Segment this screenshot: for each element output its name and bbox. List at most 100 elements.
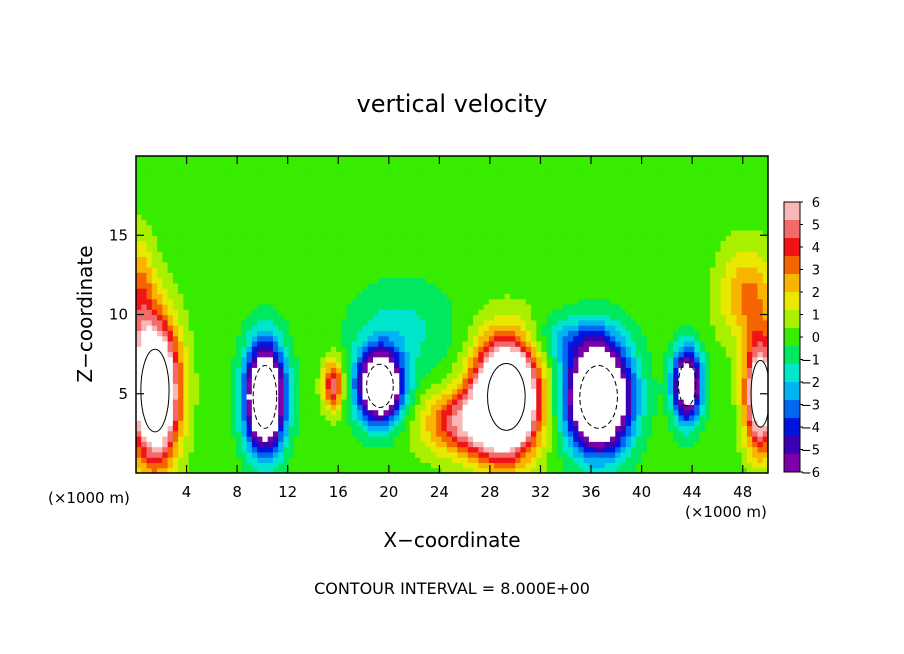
field-cell xyxy=(330,203,337,210)
field-cell xyxy=(167,325,174,331)
field-cell xyxy=(183,288,190,294)
field-cell xyxy=(320,446,327,453)
field-cell xyxy=(294,261,300,268)
field-cell xyxy=(373,229,379,236)
field-cell xyxy=(183,298,190,305)
field-cell xyxy=(567,309,574,316)
field-cell xyxy=(436,425,443,432)
field-cell xyxy=(520,462,527,469)
field-cell xyxy=(162,208,169,215)
field-cell xyxy=(172,441,179,448)
field-cell xyxy=(483,330,490,337)
field-cell xyxy=(546,229,553,236)
field-cell xyxy=(373,340,379,347)
field-cell xyxy=(557,161,564,168)
field-cell xyxy=(446,309,453,316)
field-cell xyxy=(415,414,421,421)
field-cell xyxy=(394,314,400,321)
field-cell xyxy=(546,404,553,411)
field-cell xyxy=(341,161,348,168)
field-cell xyxy=(236,219,242,226)
field-cell xyxy=(409,446,416,453)
field-cell xyxy=(388,388,395,395)
field-cell xyxy=(367,356,374,363)
field-cell xyxy=(494,266,500,273)
field-cell xyxy=(383,288,390,294)
field-cell xyxy=(246,182,253,189)
field-cell xyxy=(241,420,248,427)
field-cell xyxy=(531,430,537,437)
field-cell xyxy=(167,346,174,353)
field-cell xyxy=(183,266,190,273)
field-cell xyxy=(446,171,453,178)
field-cell xyxy=(220,235,227,242)
field-cell xyxy=(257,261,263,268)
field-cell xyxy=(357,377,364,384)
field-cell xyxy=(336,229,342,236)
field-cell xyxy=(209,404,216,411)
field-cell xyxy=(399,393,406,400)
field-cell xyxy=(199,240,206,247)
field-cell xyxy=(246,367,253,374)
field-cell xyxy=(309,240,316,247)
field-cell xyxy=(373,156,379,162)
field-cell xyxy=(304,330,311,337)
field-cell xyxy=(367,198,374,205)
field-cell xyxy=(146,441,153,448)
field-cell xyxy=(562,420,569,427)
field-cell xyxy=(536,383,543,390)
field-cell xyxy=(178,414,184,421)
field-cell xyxy=(425,420,432,427)
field-cell xyxy=(172,414,179,421)
field-cell xyxy=(373,372,379,379)
field-cell xyxy=(362,388,369,395)
field-cell xyxy=(478,457,485,464)
field-cell xyxy=(241,177,248,184)
field-cell xyxy=(367,388,374,395)
field-cell xyxy=(283,436,290,442)
field-cell xyxy=(388,187,395,194)
field-cell xyxy=(341,330,348,337)
field-cell xyxy=(146,198,153,205)
field-cell xyxy=(357,229,364,236)
field-cell xyxy=(157,372,163,379)
field-cell xyxy=(309,319,316,326)
field-cell xyxy=(457,272,464,279)
field-cell xyxy=(188,393,195,400)
field-cell xyxy=(272,414,279,421)
field-cell xyxy=(467,425,474,432)
field-cell xyxy=(204,362,211,368)
field-cell xyxy=(315,340,321,347)
field-cell xyxy=(141,388,148,395)
field-cell xyxy=(536,404,543,411)
field-cell xyxy=(446,409,453,416)
field-cell xyxy=(141,177,148,184)
field-cell xyxy=(209,425,216,432)
field-cell xyxy=(178,177,184,184)
field-cell xyxy=(209,319,216,326)
field-cell xyxy=(209,214,216,220)
field-cell xyxy=(430,414,437,421)
field-cell xyxy=(409,282,416,289)
field-cell xyxy=(473,214,479,220)
field-cell xyxy=(204,245,211,252)
field-cell xyxy=(373,266,379,273)
field-cell xyxy=(283,446,290,453)
field-cell xyxy=(425,298,432,305)
field-cell xyxy=(430,198,437,205)
field-cell xyxy=(294,314,300,321)
field-cell xyxy=(483,256,490,263)
field-cell xyxy=(515,340,522,347)
field-cell xyxy=(141,346,148,353)
field-cell xyxy=(215,229,221,236)
field-cell xyxy=(288,272,295,279)
field-cell xyxy=(488,256,495,263)
field-cell xyxy=(167,388,174,395)
field-cell xyxy=(462,266,469,273)
field-cell xyxy=(388,319,395,326)
field-cell xyxy=(420,177,427,184)
field-cell xyxy=(193,430,200,437)
field-cell xyxy=(257,335,263,342)
field-cell xyxy=(394,229,400,236)
field-cell xyxy=(251,356,258,363)
